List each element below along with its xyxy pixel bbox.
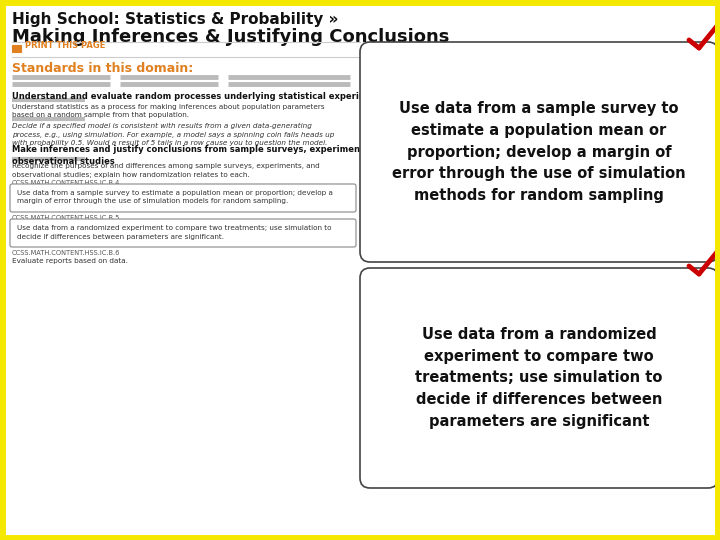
Text: CCSS.MATH.CONTENT.HSS.IC.B.6: CCSS.MATH.CONTENT.HSS.IC.B.6 — [12, 250, 120, 256]
Text: Understand and evaluate random processes underlying statistical experiments: Understand and evaluate random processes… — [12, 92, 388, 101]
Text: Recognize the purposes of and differences among sample surveys, experiments, and: Recognize the purposes of and difference… — [12, 163, 320, 178]
FancyBboxPatch shape — [10, 184, 356, 212]
FancyBboxPatch shape — [360, 268, 718, 488]
FancyBboxPatch shape — [360, 42, 718, 262]
Text: PRINT THIS PAGE: PRINT THIS PAGE — [25, 42, 105, 51]
Text: Standards in this domain:: Standards in this domain: — [12, 62, 193, 75]
Text: High School: Statistics & Probability »: High School: Statistics & Probability » — [12, 12, 338, 27]
Text: CCSS.MATH.CONTENT.HSS.IC.B.5: CCSS.MATH.CONTENT.HSS.IC.B.5 — [12, 215, 120, 221]
Text: Use data from a sample survey to estimate a population mean or proportion; devel: Use data from a sample survey to estimat… — [17, 190, 333, 205]
Text: Decide if a specified model is consistent with results from a given data-generat: Decide if a specified model is consisten… — [12, 123, 334, 146]
FancyBboxPatch shape — [10, 219, 356, 247]
Text: Use data from a sample survey to
estimate a population mean or
proportion; devel: Use data from a sample survey to estimat… — [392, 102, 686, 202]
Text: CCSS.MATH.CONTENT.HSS.IC.B.4: CCSS.MATH.CONTENT.HSS.IC.B.4 — [12, 180, 120, 186]
Text: Use data from a randomized
experiment to compare two
treatments; use simulation : Use data from a randomized experiment to… — [415, 327, 662, 429]
Text: Understand statistics as a process for making inferences about population parame: Understand statistics as a process for m… — [12, 104, 325, 118]
Text: Make inferences and justify conclusions from sample surveys, experiments, and
ob: Make inferences and justify conclusions … — [12, 145, 392, 166]
FancyBboxPatch shape — [12, 45, 21, 52]
Text: Making Inferences & Justifying Conclusions: Making Inferences & Justifying Conclusio… — [12, 28, 449, 46]
Text: Evaluate reports based on data.: Evaluate reports based on data. — [12, 258, 128, 264]
Text: Use data from a randomized experiment to compare two treatments; use simulation : Use data from a randomized experiment to… — [17, 225, 331, 240]
